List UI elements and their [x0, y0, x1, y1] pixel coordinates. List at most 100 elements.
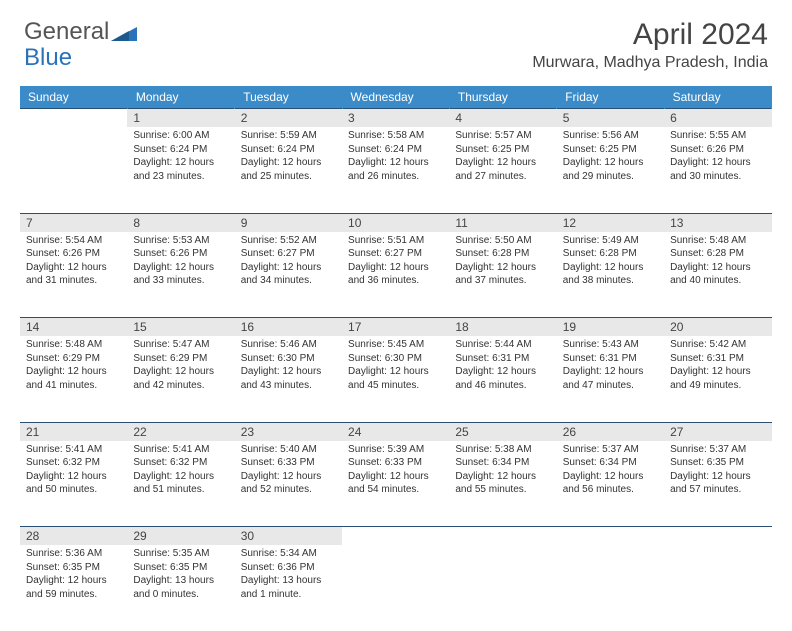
logo: General: [24, 18, 139, 46]
day-cell: Sunrise: 5:42 AMSunset: 6:31 PMDaylight:…: [664, 336, 771, 422]
daylight-line: Daylight: 12 hours and 31 minutes.: [26, 261, 121, 288]
sunrise-line: Sunrise: 5:41 AM: [26, 443, 121, 457]
day-cell: Sunrise: 5:58 AMSunset: 6:24 PMDaylight:…: [342, 127, 449, 213]
day-number: 14: [20, 318, 127, 337]
sunrise-line: Sunrise: 5:38 AM: [455, 443, 550, 457]
day-cell: Sunrise: 5:43 AMSunset: 6:31 PMDaylight:…: [557, 336, 664, 422]
day-cell: Sunrise: 5:48 AMSunset: 6:29 PMDaylight:…: [20, 336, 127, 422]
day-number: 12: [557, 213, 664, 232]
daylight-line: Daylight: 12 hours and 47 minutes.: [563, 365, 658, 392]
sunset-line: Sunset: 6:31 PM: [455, 352, 550, 366]
sunset-line: Sunset: 6:26 PM: [133, 247, 228, 261]
day-number: 21: [20, 422, 127, 441]
day-cell: Sunrise: 5:41 AMSunset: 6:32 PMDaylight:…: [20, 441, 127, 527]
sunrise-line: Sunrise: 5:48 AM: [26, 338, 121, 352]
content-row: Sunrise: 5:54 AMSunset: 6:26 PMDaylight:…: [20, 232, 772, 318]
sunrise-line: Sunrise: 5:59 AM: [241, 129, 336, 143]
sunset-line: Sunset: 6:34 PM: [563, 456, 658, 470]
sunset-line: Sunset: 6:32 PM: [26, 456, 121, 470]
day-cell: Sunrise: 5:48 AMSunset: 6:28 PMDaylight:…: [664, 232, 771, 318]
day-number: 8: [127, 213, 234, 232]
sunset-line: Sunset: 6:27 PM: [348, 247, 443, 261]
daylight-line: Daylight: 12 hours and 26 minutes.: [348, 156, 443, 183]
day-number: [664, 527, 771, 546]
sunset-line: Sunset: 6:36 PM: [241, 561, 336, 575]
day-cell: Sunrise: 5:57 AMSunset: 6:25 PMDaylight:…: [449, 127, 556, 213]
weekday-header: Wednesday: [342, 86, 449, 109]
weekday-header: Sunday: [20, 86, 127, 109]
sunset-line: Sunset: 6:35 PM: [670, 456, 765, 470]
daylight-line: Daylight: 12 hours and 37 minutes.: [455, 261, 550, 288]
sunrise-line: Sunrise: 5:40 AM: [241, 443, 336, 457]
day-cell: Sunrise: 5:39 AMSunset: 6:33 PMDaylight:…: [342, 441, 449, 527]
calendar-table: SundayMondayTuesdayWednesdayThursdayFrid…: [20, 86, 772, 631]
sunset-line: Sunset: 6:29 PM: [133, 352, 228, 366]
day-cell: Sunrise: 5:37 AMSunset: 6:34 PMDaylight:…: [557, 441, 664, 527]
day-cell: Sunrise: 5:54 AMSunset: 6:26 PMDaylight:…: [20, 232, 127, 318]
sunrise-line: Sunrise: 5:49 AM: [563, 234, 658, 248]
sunset-line: Sunset: 6:27 PM: [241, 247, 336, 261]
weekday-header-row: SundayMondayTuesdayWednesdayThursdayFrid…: [20, 86, 772, 109]
daylight-line: Daylight: 12 hours and 36 minutes.: [348, 261, 443, 288]
day-cell: Sunrise: 5:53 AMSunset: 6:26 PMDaylight:…: [127, 232, 234, 318]
sunrise-line: Sunrise: 5:57 AM: [455, 129, 550, 143]
sunset-line: Sunset: 6:31 PM: [670, 352, 765, 366]
day-number: 23: [235, 422, 342, 441]
sunset-line: Sunset: 6:30 PM: [348, 352, 443, 366]
sunrise-line: Sunrise: 5:42 AM: [670, 338, 765, 352]
daylight-line: Daylight: 13 hours and 1 minute.: [241, 574, 336, 601]
sunset-line: Sunset: 6:33 PM: [348, 456, 443, 470]
day-cell: [342, 545, 449, 631]
sunset-line: Sunset: 6:35 PM: [133, 561, 228, 575]
weekday-header: Saturday: [664, 86, 771, 109]
day-cell: [557, 545, 664, 631]
day-number: 7: [20, 213, 127, 232]
day-cell: [449, 545, 556, 631]
sunset-line: Sunset: 6:24 PM: [241, 143, 336, 157]
daylight-line: Daylight: 12 hours and 57 minutes.: [670, 470, 765, 497]
daylight-line: Daylight: 12 hours and 34 minutes.: [241, 261, 336, 288]
header: General April 2024 Murwara, Madhya Prade…: [0, 0, 792, 80]
daylight-line: Daylight: 12 hours and 54 minutes.: [348, 470, 443, 497]
daylight-line: Daylight: 12 hours and 41 minutes.: [26, 365, 121, 392]
sunset-line: Sunset: 6:24 PM: [133, 143, 228, 157]
day-number: [342, 527, 449, 546]
day-number: 6: [664, 109, 771, 128]
daylight-line: Daylight: 13 hours and 0 minutes.: [133, 574, 228, 601]
day-cell: [20, 127, 127, 213]
daylight-line: Daylight: 12 hours and 55 minutes.: [455, 470, 550, 497]
day-cell: Sunrise: 5:45 AMSunset: 6:30 PMDaylight:…: [342, 336, 449, 422]
sunrise-line: Sunrise: 5:53 AM: [133, 234, 228, 248]
day-cell: Sunrise: 5:51 AMSunset: 6:27 PMDaylight:…: [342, 232, 449, 318]
day-cell: Sunrise: 5:40 AMSunset: 6:33 PMDaylight:…: [235, 441, 342, 527]
day-number: 11: [449, 213, 556, 232]
daylight-line: Daylight: 12 hours and 25 minutes.: [241, 156, 336, 183]
day-cell: [664, 545, 771, 631]
sunrise-line: Sunrise: 5:44 AM: [455, 338, 550, 352]
day-cell: Sunrise: 5:44 AMSunset: 6:31 PMDaylight:…: [449, 336, 556, 422]
day-cell: Sunrise: 5:55 AMSunset: 6:26 PMDaylight:…: [664, 127, 771, 213]
daylight-line: Daylight: 12 hours and 38 minutes.: [563, 261, 658, 288]
day-number: 26: [557, 422, 664, 441]
daylight-line: Daylight: 12 hours and 59 minutes.: [26, 574, 121, 601]
logo-text-blue: Blue: [24, 44, 72, 72]
sunset-line: Sunset: 6:24 PM: [348, 143, 443, 157]
daylight-line: Daylight: 12 hours and 45 minutes.: [348, 365, 443, 392]
day-number: 9: [235, 213, 342, 232]
day-number: 29: [127, 527, 234, 546]
sunrise-line: Sunrise: 5:41 AM: [133, 443, 228, 457]
sunrise-line: Sunrise: 5:52 AM: [241, 234, 336, 248]
daylight-line: Daylight: 12 hours and 56 minutes.: [563, 470, 658, 497]
day-cell: Sunrise: 5:35 AMSunset: 6:35 PMDaylight:…: [127, 545, 234, 631]
day-cell: Sunrise: 5:34 AMSunset: 6:36 PMDaylight:…: [235, 545, 342, 631]
daynum-row: 123456: [20, 109, 772, 128]
sunset-line: Sunset: 6:28 PM: [563, 247, 658, 261]
sunset-line: Sunset: 6:32 PM: [133, 456, 228, 470]
daylight-line: Daylight: 12 hours and 27 minutes.: [455, 156, 550, 183]
sunrise-line: Sunrise: 5:34 AM: [241, 547, 336, 561]
daylight-line: Daylight: 12 hours and 23 minutes.: [133, 156, 228, 183]
day-cell: Sunrise: 5:36 AMSunset: 6:35 PMDaylight:…: [20, 545, 127, 631]
sunrise-line: Sunrise: 5:56 AM: [563, 129, 658, 143]
weekday-header: Thursday: [449, 86, 556, 109]
daynum-row: 21222324252627: [20, 422, 772, 441]
